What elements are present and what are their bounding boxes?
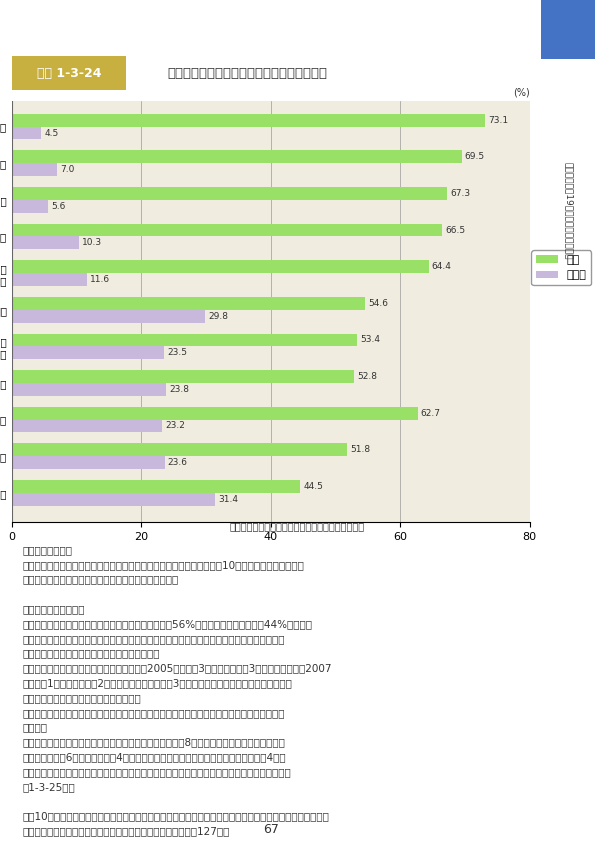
FancyBboxPatch shape <box>541 0 595 59</box>
Text: 44.5: 44.5 <box>303 482 323 491</box>
Bar <box>12 407 418 419</box>
Bar <box>12 260 428 273</box>
Bar <box>12 187 447 200</box>
Text: 67: 67 <box>263 823 278 835</box>
Text: 62.7: 62.7 <box>421 408 441 418</box>
Text: 53.4: 53.4 <box>361 335 381 344</box>
Text: 51.8: 51.8 <box>350 445 371 454</box>
Bar <box>12 114 485 126</box>
Bar <box>12 383 166 396</box>
Text: 23.5: 23.5 <box>167 349 187 357</box>
Text: 第一部　平成19年度土地に関する動向: 第一部 平成19年度土地に関する動向 <box>563 162 573 259</box>
Text: 23.8: 23.8 <box>169 385 189 394</box>
FancyBboxPatch shape <box>12 56 126 90</box>
Bar <box>12 493 215 505</box>
Text: 52.8: 52.8 <box>357 372 377 381</box>
Text: 73.1: 73.1 <box>488 115 508 125</box>
Bar <box>12 419 162 432</box>
Text: 23.6: 23.6 <box>168 458 188 467</box>
Text: 31.4: 31.4 <box>218 494 239 504</box>
Bar <box>12 224 442 237</box>
Bar <box>12 297 365 310</box>
Text: 54.6: 54.6 <box>368 299 389 308</box>
Text: 5.6: 5.6 <box>51 202 65 210</box>
Text: (%): (%) <box>513 88 530 98</box>
Text: 図表 1-3-24: 図表 1-3-24 <box>36 67 101 80</box>
Text: 11.6: 11.6 <box>90 275 110 284</box>
Text: 29.8: 29.8 <box>208 312 228 321</box>
Bar <box>12 200 48 213</box>
Bar <box>12 456 165 469</box>
Bar <box>12 151 462 163</box>
Text: 66.5: 66.5 <box>446 226 465 235</box>
Text: 23.2: 23.2 <box>165 422 185 430</box>
Text: （２）海外投資家
　国土交通省が海外の不動産投資家に対して行ったアンケート調査（注10）により、海外投資家の
日本の不動産市場に対する意識をみていくこととする。: （２）海外投資家 国土交通省が海外の不動産投資家に対して行ったアンケート調査（注… <box>22 545 332 836</box>
Bar <box>12 273 87 286</box>
Legend: 必要, 不必要: 必要, 不必要 <box>531 250 591 285</box>
Bar <box>12 444 347 456</box>
Text: 10.3: 10.3 <box>82 238 102 248</box>
Text: 67.3: 67.3 <box>450 189 471 198</box>
Bar <box>12 370 353 383</box>
Bar <box>12 126 41 140</box>
Text: 不動産投資市場における課題・方策の必要性: 不動産投資市場における課題・方策の必要性 <box>167 67 327 80</box>
Text: 4.5: 4.5 <box>44 129 58 137</box>
Text: 資料：国土交通省「不動産投資家アンケート調査」: 資料：国土交通省「不動産投資家アンケート調査」 <box>229 521 364 531</box>
Bar <box>12 346 164 360</box>
Bar <box>12 310 205 322</box>
Text: 69.5: 69.5 <box>465 152 485 162</box>
Text: 7.0: 7.0 <box>61 165 75 174</box>
Bar <box>12 163 57 176</box>
Bar <box>12 237 79 249</box>
Bar <box>12 480 300 493</box>
Text: 64.4: 64.4 <box>432 262 452 271</box>
Bar <box>12 333 358 346</box>
